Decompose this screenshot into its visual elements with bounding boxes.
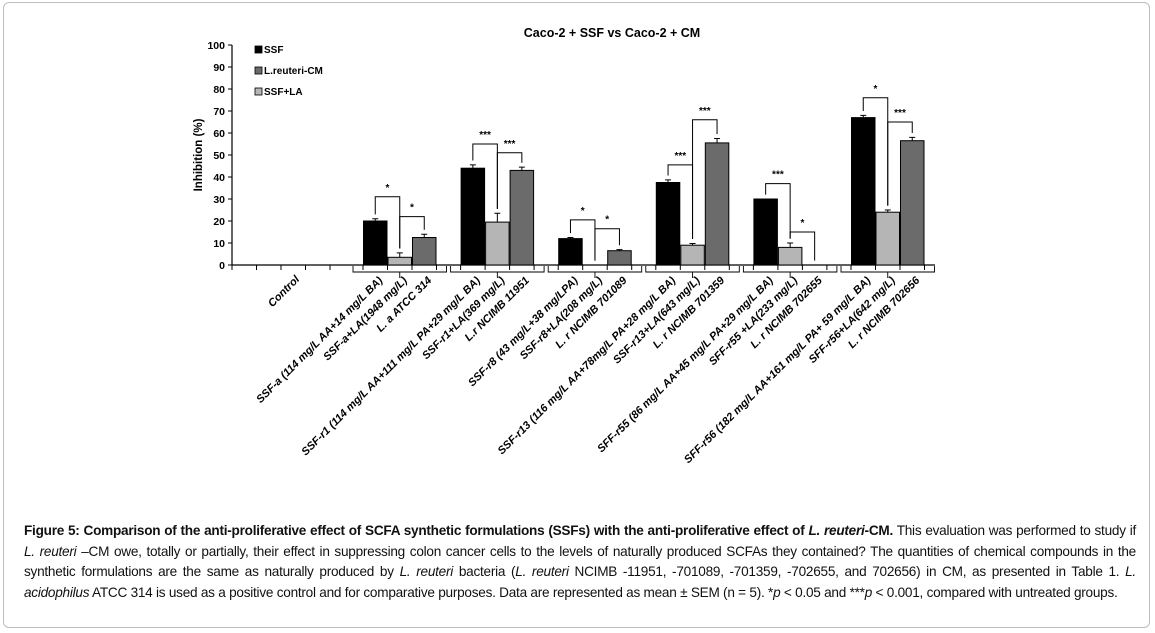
- caption-segment: < 0.001, compared with untreated groups.: [872, 584, 1118, 600]
- legend-swatch: [254, 45, 263, 54]
- y-tick-label: 60: [213, 128, 225, 140]
- bar: [655, 182, 681, 266]
- x-tick-label: SFF-r55 (86 mg/L AA+45 mg/L PA+29 mg/L B…: [595, 274, 776, 455]
- group-bracket: [450, 266, 545, 278]
- bar: [875, 211, 900, 266]
- y-tick-label: 30: [213, 194, 225, 206]
- bar: [680, 244, 705, 266]
- caption-segment: -CM.: [864, 523, 894, 538]
- x-tick-label-control: Control: [266, 273, 303, 310]
- significance-label: *: [581, 206, 585, 217]
- error-bar: [494, 212, 501, 223]
- error-bar: [567, 237, 574, 239]
- significance-bracket: [594, 228, 620, 261]
- y-axis-label: Inhibition (%): [193, 118, 205, 191]
- significance-label: ***: [479, 130, 491, 141]
- caption-segment: bacteria (: [453, 564, 516, 579]
- caption-segment: L. reuteri: [399, 564, 454, 579]
- error-bar: [469, 164, 476, 169]
- significance-label: *: [410, 203, 414, 214]
- group-bracket: [840, 266, 935, 278]
- error-bar: [787, 242, 794, 248]
- caption-segment: L. reuteri: [24, 543, 77, 559]
- error-bar: [860, 114, 867, 118]
- error-bar: [884, 209, 891, 213]
- bar: [900, 140, 925, 266]
- caption-segment: L. acidophilus: [24, 564, 1136, 600]
- significance-label: *: [874, 84, 878, 95]
- bar: [485, 221, 510, 266]
- y-tick-label: 100: [207, 40, 225, 52]
- caption-segment: NCIMB -11951, -701089, -701359, -702655,…: [568, 564, 1126, 579]
- bar: [509, 169, 535, 266]
- y-tick-label: 20: [213, 216, 225, 228]
- caption-segment: This evaluation was performed to study i…: [893, 523, 1137, 538]
- caption-segment: –CM owe, totally or partially, their eff…: [24, 543, 1136, 580]
- group-bracket: [742, 266, 838, 278]
- significance-label: *: [605, 215, 609, 226]
- bar: [851, 117, 876, 266]
- bar-chart: Caco-2 + SSF vs Caco-2 + CM Inhibition (%…: [193, 26, 935, 466]
- significance-label: *: [800, 218, 804, 229]
- bar: [412, 237, 437, 266]
- significance-label: ***: [894, 108, 906, 119]
- legend-label: L.reuteri-CM: [264, 66, 323, 77]
- significance-label: ***: [504, 139, 516, 150]
- group-bracket: [645, 266, 740, 278]
- y-tick-label: 0: [219, 260, 225, 272]
- y-tick-label: 90: [213, 62, 225, 74]
- significance-bracket: [399, 216, 425, 249]
- significance-bracket: [496, 152, 523, 209]
- caption-segment: < 0.05 and ***: [780, 584, 865, 600]
- bar: [558, 238, 583, 266]
- x-tick-label: SSF-r1 (114 mg/L AA+111 mg/L PA+29 mg/L …: [299, 274, 483, 458]
- y-tick-label: 10: [213, 238, 225, 250]
- bar: [753, 198, 778, 266]
- error-bar: [909, 136, 916, 141]
- caption-segment: L. reuteri: [515, 564, 569, 579]
- group-bracket: [547, 266, 643, 278]
- figure-caption: Figure 5: Comparison of the anti-prolife…: [24, 521, 1136, 603]
- error-bar: [665, 179, 672, 183]
- significance-bracket: [789, 231, 816, 261]
- chart-title: Caco-2 + SSF vs Caco-2 + CM: [524, 26, 700, 40]
- caption-segment: L. reuteri: [808, 523, 865, 538]
- bar: [387, 256, 412, 266]
- legend-label: SSF: [264, 45, 283, 56]
- bar: [460, 167, 486, 266]
- significance-label: ***: [674, 151, 686, 162]
- significance-label: *: [386, 183, 390, 194]
- significance-bracket: [765, 183, 791, 239]
- caption-segment: ATCC 314 is used as a positive control a…: [89, 584, 774, 600]
- legend-label: SSF+LA: [264, 87, 303, 98]
- legend-swatch: [254, 66, 263, 75]
- bar: [777, 246, 803, 266]
- error-bar: [689, 242, 696, 246]
- y-tick-label: 50: [213, 150, 225, 162]
- bar: [704, 142, 730, 266]
- significance-bracket: [887, 121, 913, 206]
- error-bar: [372, 218, 379, 221]
- error-bar: [396, 252, 403, 258]
- caption-segment: p: [773, 584, 781, 600]
- significance-label: ***: [699, 106, 711, 117]
- y-tick-label: 80: [213, 84, 225, 96]
- figure-frame: [3, 2, 1150, 628]
- y-tick-label: 70: [213, 106, 225, 118]
- bar: [607, 250, 632, 266]
- caption-segment: p: [864, 584, 873, 600]
- y-tick-label: 40: [213, 172, 225, 184]
- error-bar: [714, 138, 721, 143]
- significance-bracket: [692, 119, 718, 240]
- caption-segment: Figure 5: Comparison of the anti-prolife…: [24, 523, 809, 538]
- error-bar: [421, 233, 428, 238]
- bar: [363, 220, 388, 266]
- x-tick-label: SSF-r13 (116 mg/L AA+78mg/L PA+28 mg/L B…: [496, 274, 679, 457]
- legend-swatch: [254, 87, 263, 96]
- error-bar: [616, 249, 623, 251]
- error-bar: [518, 166, 525, 171]
- significance-label: ***: [772, 170, 784, 181]
- group-bracket: [352, 266, 447, 278]
